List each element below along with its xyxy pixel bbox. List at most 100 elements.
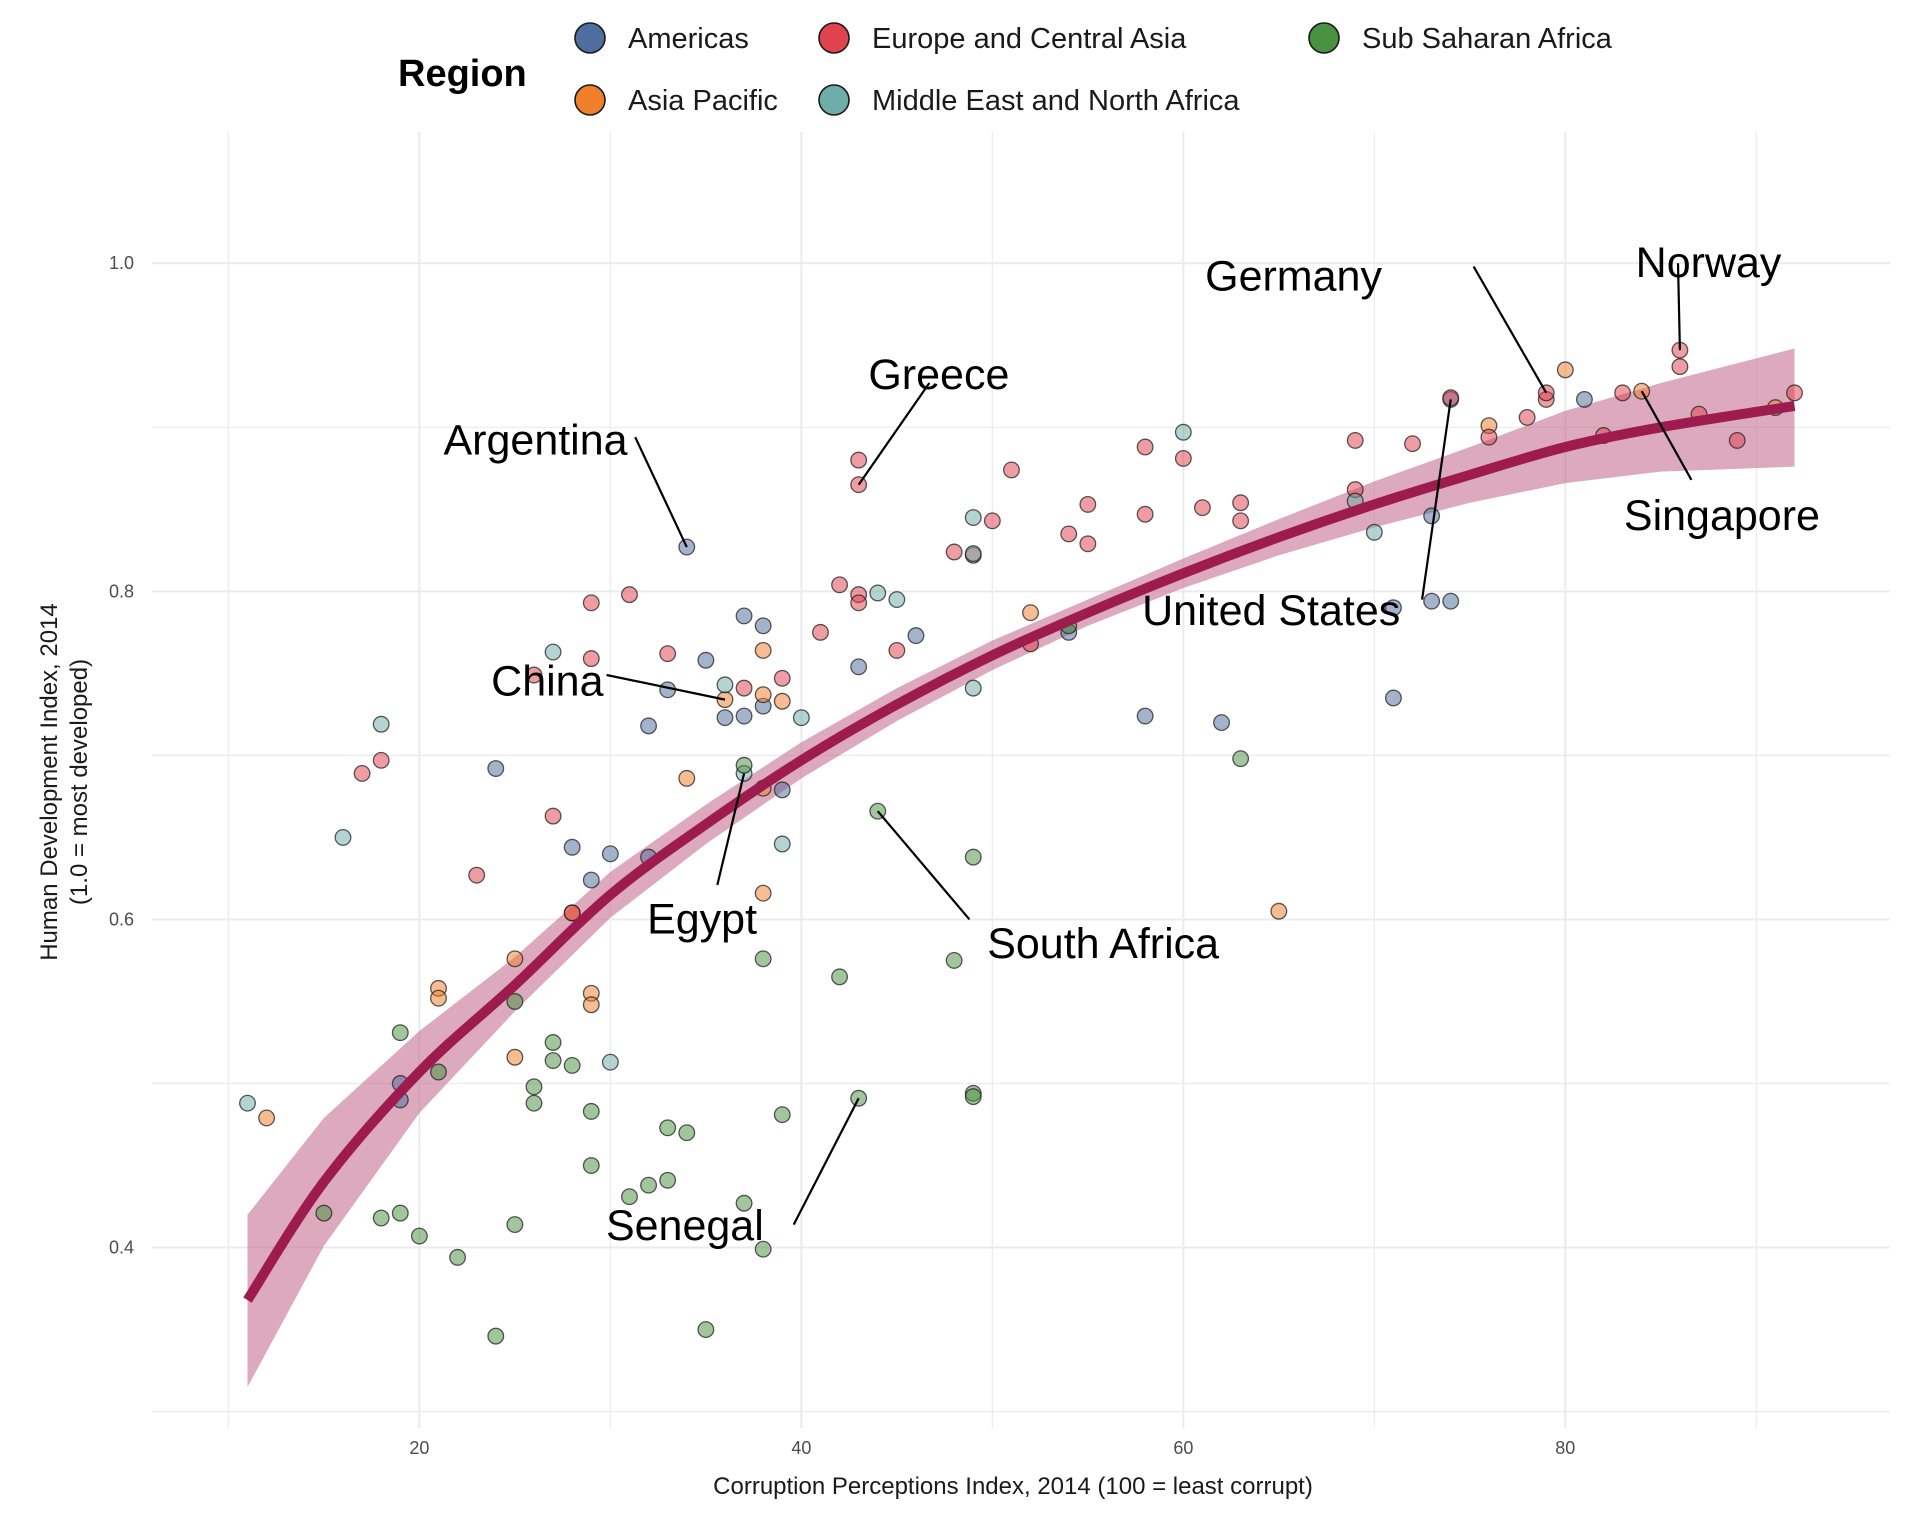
point-europe-and-central-asia xyxy=(812,623,829,641)
point-sub-saharan-africa xyxy=(773,1106,791,1124)
x-tick-label: 80 xyxy=(1555,1438,1575,1458)
point-middle-east-and-north-africa xyxy=(964,509,982,526)
point-americas xyxy=(735,607,753,625)
point-europe-and-central-asia xyxy=(1614,384,1632,402)
point-middle-east-and-north-africa xyxy=(888,591,906,608)
point-sub-saharan-africa xyxy=(430,1063,447,1081)
confidence-band-layer xyxy=(247,348,1795,1387)
point-europe-and-central-asia xyxy=(353,764,371,782)
point-europe-and-central-asia xyxy=(1136,438,1154,456)
point-americas xyxy=(487,760,505,777)
point-americas xyxy=(1423,507,1441,525)
point-europe-and-central-asia xyxy=(1480,428,1498,446)
annotation-china-leader xyxy=(606,673,726,701)
y-tick-label: 0.8 xyxy=(109,581,134,601)
point-middle-east-and-north-africa xyxy=(792,709,810,727)
confidence-band xyxy=(247,348,1795,1387)
point-sub-saharan-africa xyxy=(506,993,524,1010)
point-sub-saharan-africa xyxy=(582,1157,600,1174)
point-europe-and-central-asia xyxy=(582,650,600,668)
point-middle-east-and-north-africa xyxy=(372,715,390,733)
annotation-china-label: China xyxy=(491,658,603,706)
annotations: Norway Germany Greece Argentina Singapore Uni… xyxy=(443,239,1819,1250)
point-americas xyxy=(907,627,925,645)
point-asia-pacific xyxy=(430,989,447,1007)
point-europe-and-central-asia xyxy=(850,594,868,612)
point-sub-saharan-africa xyxy=(487,1327,505,1345)
point-middle-east-and-north-africa xyxy=(716,676,734,694)
point-sub-saharan-africa xyxy=(697,1321,715,1339)
point-sub-saharan-africa xyxy=(315,1204,333,1222)
point-europe-and-central-asia xyxy=(1671,358,1689,376)
y-tick-label: 0.6 xyxy=(109,909,134,929)
point-asia-pacific xyxy=(1022,604,1039,622)
point-europe-and-central-asia xyxy=(735,679,753,697)
point-sub-saharan-africa xyxy=(582,1102,600,1120)
legend-asia-pacific-label: Asia Pacific xyxy=(628,85,778,117)
annotation-germany-leader xyxy=(1472,265,1548,394)
point-asia-pacific xyxy=(678,769,696,787)
point-asia-pacific xyxy=(754,641,772,659)
point-sub-saharan-africa xyxy=(621,1188,638,1206)
point-americas xyxy=(1442,592,1460,610)
point-middle-east-and-north-africa xyxy=(334,828,352,846)
point-europe-and-central-asia xyxy=(888,641,906,659)
point-asia-pacific xyxy=(773,692,791,710)
point-asia-pacific xyxy=(1556,361,1574,379)
point-asia-pacific xyxy=(754,686,772,704)
y-axis-subtitle: (1.0 = most developed) xyxy=(66,659,93,905)
annotation-united-states-leader xyxy=(1420,399,1452,600)
point-asia-pacific xyxy=(582,996,600,1014)
annotation-norway-leader xyxy=(1676,263,1682,351)
legend-items: Americas Asia Pacific Europe and Central A… xyxy=(574,22,1613,117)
point-europe-and-central-asia xyxy=(1786,384,1803,402)
point-sub-saharan-africa xyxy=(391,1204,409,1222)
point-asia-pacific xyxy=(506,1048,524,1066)
point-europe-and-central-asia xyxy=(468,866,486,884)
point-americas xyxy=(582,871,600,889)
point-americas xyxy=(1384,689,1402,707)
point-sub-saharan-africa xyxy=(678,1124,696,1142)
point-americas xyxy=(1213,714,1230,732)
legend-asia-pacific-swatch xyxy=(574,84,606,116)
point-sub-saharan-africa xyxy=(735,1194,753,1212)
point-sub-saharan-africa xyxy=(544,1034,562,1051)
point-sub-saharan-africa xyxy=(525,1078,543,1096)
point-europe-and-central-asia xyxy=(1174,450,1192,467)
point-americas xyxy=(1136,707,1154,725)
point-middle-east-and-north-africa xyxy=(1174,423,1192,441)
point-europe-and-central-asia xyxy=(621,586,638,604)
point-europe-and-central-asia xyxy=(1079,535,1097,553)
point-europe-and-central-asia xyxy=(773,669,791,687)
point-europe-and-central-asia xyxy=(525,666,543,684)
point-sub-saharan-africa xyxy=(525,1094,543,1112)
point-americas xyxy=(1384,599,1402,617)
point-europe-and-central-asia xyxy=(659,645,677,663)
annotation-greece-leader xyxy=(857,382,931,486)
annotation-senegal-label: Senegal xyxy=(606,1202,764,1250)
point-middle-east-and-north-africa xyxy=(601,1053,619,1071)
annotation-south-africa-leader xyxy=(876,810,971,921)
point-europe-and-central-asia xyxy=(1232,494,1250,512)
annotation-norway-label: Norway xyxy=(1636,239,1782,287)
y-axis-title: Human Development Index, 2014 xyxy=(36,603,63,961)
x-tick-label: 20 xyxy=(409,1438,429,1458)
point-sub-saharan-africa xyxy=(754,950,772,968)
point-asia-pacific xyxy=(506,950,524,968)
annotation-germany-label: Germany xyxy=(1205,252,1382,300)
point-sub-saharan-africa xyxy=(1232,750,1250,768)
point-americas xyxy=(697,651,715,669)
annotation-egypt-label: Egypt xyxy=(647,895,757,943)
annotation-argentina-leader xyxy=(634,436,688,548)
point-sub-saharan-africa xyxy=(372,1209,390,1227)
x-axis-title: Corruption Perceptions Index, 2014 (100 … xyxy=(713,1473,1313,1500)
point-middle-east-and-north-africa xyxy=(869,584,887,602)
point-europe-and-central-asia xyxy=(582,594,600,612)
point-europe-and-central-asia xyxy=(1136,505,1154,523)
legend-americas-label: Americas xyxy=(628,23,749,55)
legend-europe-and-central-asia-label: Europe and Central Asia xyxy=(872,23,1187,55)
point-sub-saharan-africa xyxy=(640,1176,658,1194)
point-europe-and-central-asia xyxy=(1232,512,1250,530)
legend-sub-saharan-africa-label: Sub Saharan Africa xyxy=(1362,23,1613,55)
point-europe-and-central-asia xyxy=(1728,431,1746,449)
